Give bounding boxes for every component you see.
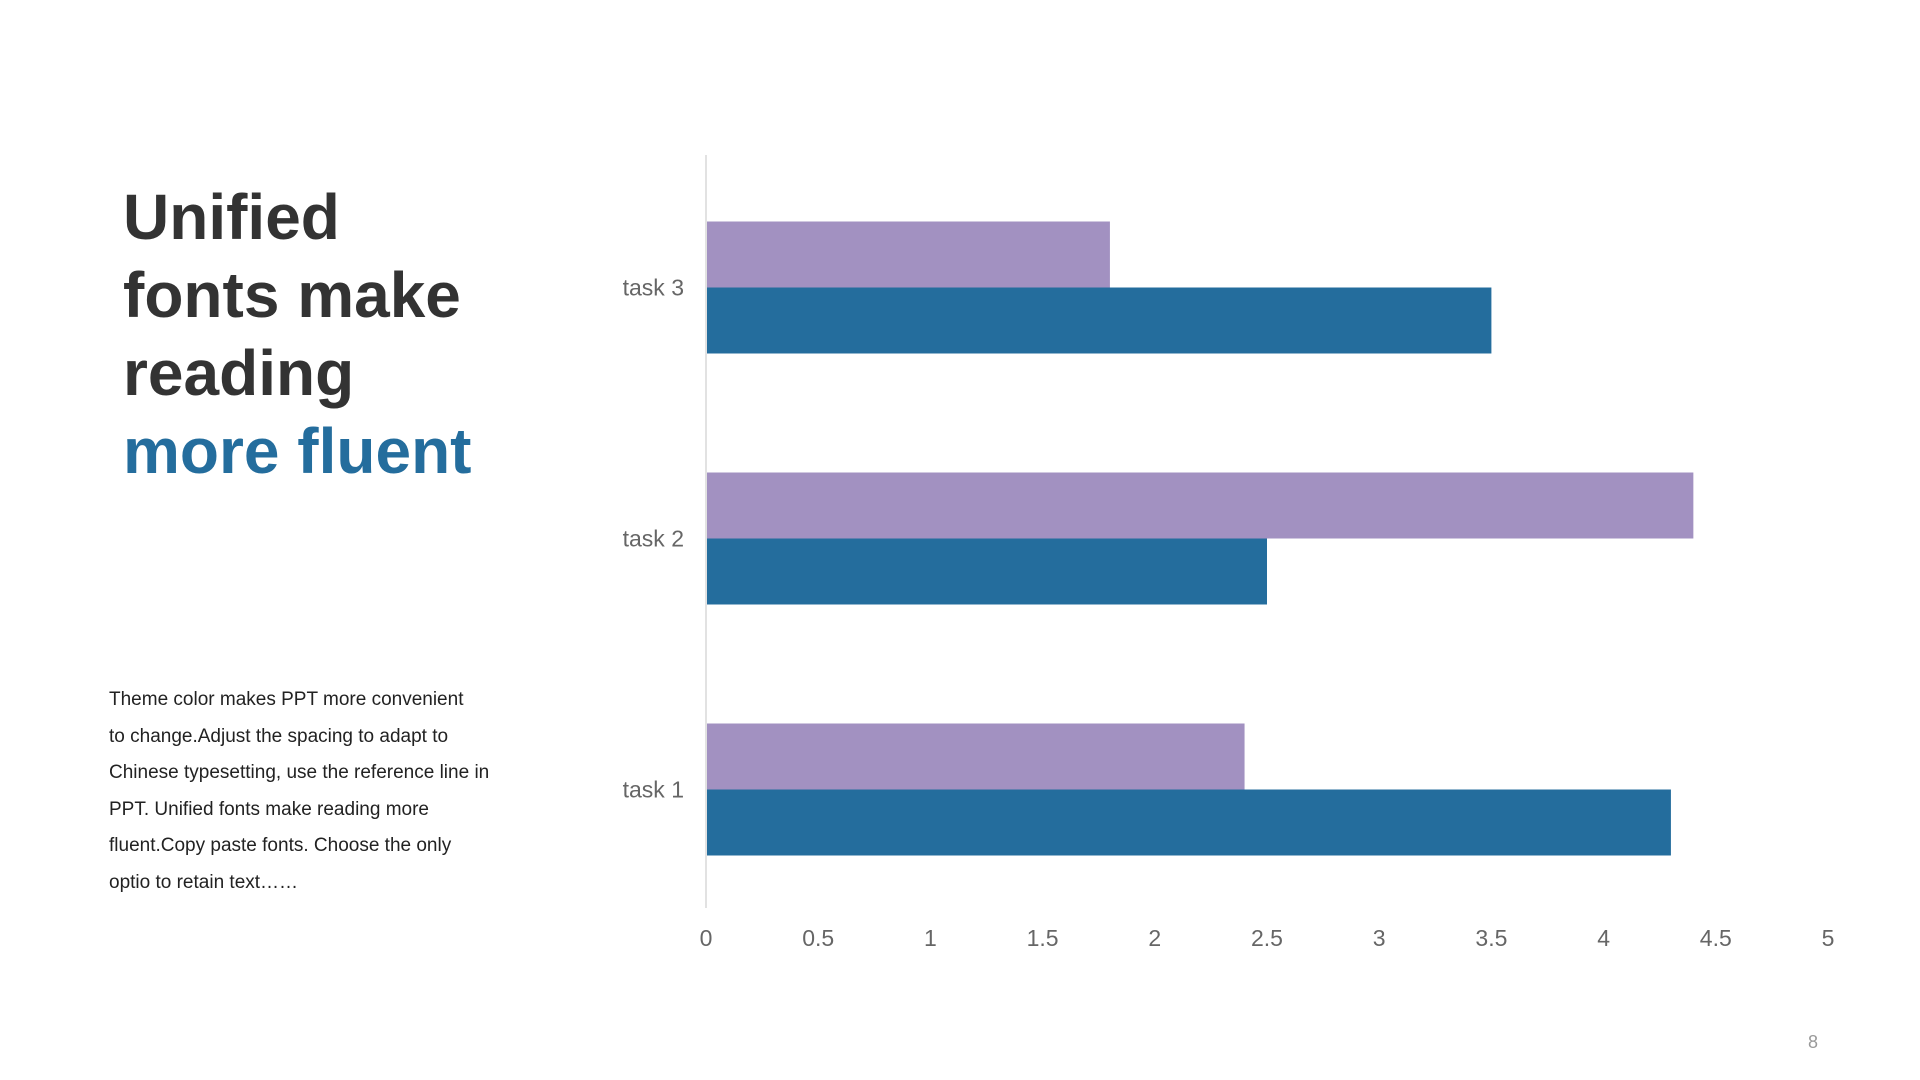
category-labels: task 1 task 2 task 3 bbox=[623, 275, 684, 803]
category-label: task 3 bbox=[623, 275, 684, 301]
body-paragraph: Theme color makes PPT more convenient to… bbox=[109, 682, 529, 901]
x-tick-label: 0 bbox=[700, 925, 713, 951]
bar-task-2-series-1 bbox=[707, 538, 1267, 605]
bar-task-3-series-1 bbox=[707, 287, 1492, 354]
x-tick-label: 3 bbox=[1373, 925, 1386, 951]
bars-group bbox=[707, 221, 1694, 856]
x-tick-label: 1 bbox=[924, 925, 937, 951]
body-line-1: Theme color makes PPT more convenient bbox=[109, 689, 464, 710]
category-label: task 2 bbox=[623, 526, 684, 552]
body-line-2: to change.Adjust the spacing to adapt to bbox=[109, 725, 449, 747]
body-line-4: PPT. Unified fonts make reading more bbox=[109, 798, 429, 820]
x-tick-label: 4 bbox=[1597, 925, 1610, 951]
headline-line-1: Unified bbox=[123, 181, 340, 253]
headline-accent-line: more fluent bbox=[123, 415, 472, 487]
x-tick-label: 3.5 bbox=[1475, 925, 1507, 951]
headline-line-2: fonts make bbox=[123, 259, 461, 331]
page-number: 8 bbox=[1808, 1032, 1819, 1052]
bar-task-2-series-2 bbox=[707, 472, 1694, 539]
x-tick-label: 5 bbox=[1822, 925, 1835, 951]
body-line-3: Chinese typesetting, use the reference l… bbox=[109, 762, 490, 783]
x-tick-label: 1.5 bbox=[1027, 925, 1059, 951]
x-tick-label: 0.5 bbox=[802, 925, 834, 951]
bar-task-1-series-2 bbox=[707, 723, 1245, 790]
headline-line-3: reading bbox=[123, 337, 355, 409]
x-tick-label: 4.5 bbox=[1700, 925, 1732, 951]
x-tick-label: 2 bbox=[1148, 925, 1161, 951]
category-label: task 1 bbox=[623, 777, 684, 803]
body-line-6: optio to retain text…… bbox=[109, 871, 299, 893]
bar-task-1-series-1 bbox=[707, 789, 1671, 856]
body-line-5: fluent.Copy paste fonts. Choose the only bbox=[109, 835, 452, 856]
x-tick-label: 2.5 bbox=[1251, 925, 1283, 951]
bar-task-3-series-2 bbox=[707, 221, 1110, 288]
headline: Unified fonts make reading more fluent bbox=[123, 178, 563, 490]
x-tick-labels: 0 0.5 1 1.5 2 2.5 3 3.5 4 4.5 5 bbox=[700, 925, 1835, 951]
